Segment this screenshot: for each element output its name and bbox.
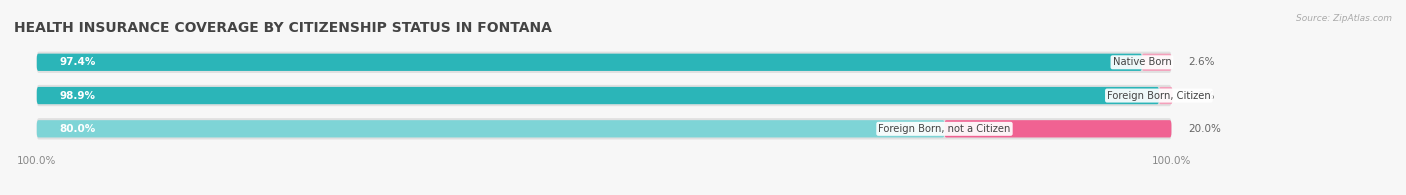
Text: 20.0%: 20.0% bbox=[1188, 124, 1222, 134]
Text: 1.2%: 1.2% bbox=[1188, 90, 1215, 101]
FancyBboxPatch shape bbox=[1142, 54, 1171, 71]
FancyBboxPatch shape bbox=[37, 87, 1159, 104]
FancyBboxPatch shape bbox=[37, 118, 1171, 139]
Text: Foreign Born, not a Citizen: Foreign Born, not a Citizen bbox=[879, 124, 1011, 134]
Text: 98.9%: 98.9% bbox=[59, 90, 96, 101]
FancyBboxPatch shape bbox=[945, 120, 1171, 137]
Text: HEALTH INSURANCE COVERAGE BY CITIZENSHIP STATUS IN FONTANA: HEALTH INSURANCE COVERAGE BY CITIZENSHIP… bbox=[14, 21, 553, 35]
FancyBboxPatch shape bbox=[37, 120, 945, 137]
FancyBboxPatch shape bbox=[37, 52, 1171, 73]
FancyBboxPatch shape bbox=[37, 54, 1142, 71]
FancyBboxPatch shape bbox=[1159, 87, 1173, 104]
Text: 80.0%: 80.0% bbox=[59, 124, 96, 134]
FancyBboxPatch shape bbox=[37, 85, 1171, 106]
Text: Native Born: Native Born bbox=[1112, 57, 1171, 67]
Text: Foreign Born, Citizen: Foreign Born, Citizen bbox=[1107, 90, 1211, 101]
Text: Source: ZipAtlas.com: Source: ZipAtlas.com bbox=[1296, 14, 1392, 23]
Text: 97.4%: 97.4% bbox=[59, 57, 96, 67]
Text: 2.6%: 2.6% bbox=[1188, 57, 1215, 67]
